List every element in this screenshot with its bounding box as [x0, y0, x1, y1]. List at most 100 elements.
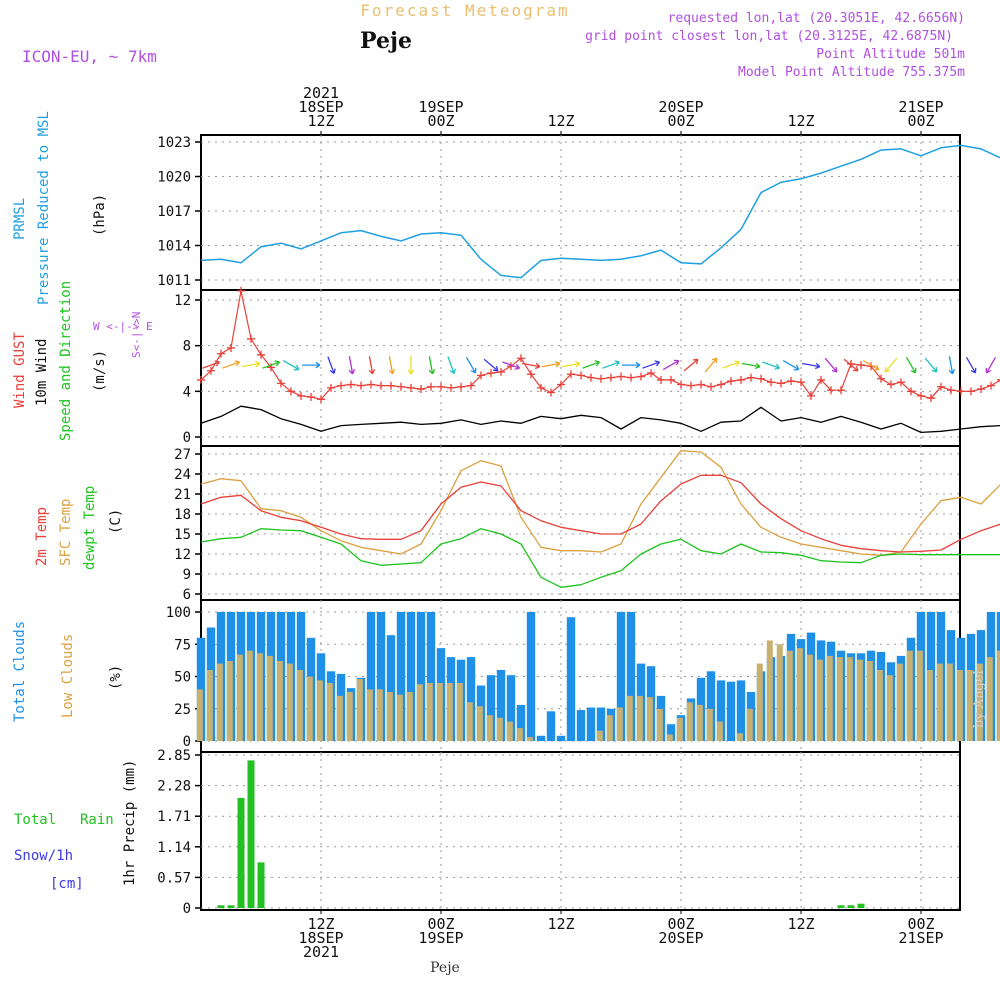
low-cloud-bar	[826, 655, 833, 741]
location-title: Peje	[360, 28, 412, 54]
wind-gust-marker	[907, 387, 915, 396]
panel-frames	[200, 134, 961, 911]
low-cloud-bar	[926, 670, 933, 741]
wind-ytick-label: 8	[183, 339, 191, 355]
time-axis-label: 00Z	[427, 915, 454, 933]
wind-speed-dir-label: Speed and Direction	[58, 281, 74, 441]
total-cloud-bar	[366, 612, 376, 741]
wind-series	[197, 286, 1000, 434]
wind-gust-marker	[757, 374, 765, 383]
low-cloud-bar	[916, 650, 923, 741]
wind-direction-arrow	[884, 357, 898, 373]
total-cloud-bar	[396, 612, 406, 741]
wind-gust-marker	[697, 380, 705, 389]
wind-compass-v: S<-|->N	[130, 312, 143, 358]
clouds-ytick-label: 100	[166, 605, 191, 621]
time-axis-label: 12Z	[787, 915, 814, 933]
wind-direction-arrow	[202, 360, 221, 369]
wind-speed-line	[200, 405, 1000, 434]
low-cloud-bar	[426, 683, 433, 741]
wind-direction-arrow	[924, 357, 938, 373]
rain-ytick-label: 1.14	[157, 840, 191, 856]
temp-sfc-line	[200, 450, 1000, 556]
total-cloud-bar	[576, 710, 586, 741]
time-axis-label: 00Z	[907, 112, 934, 130]
low-cloud-bar	[856, 659, 863, 741]
wind-gust-marker	[537, 383, 545, 392]
pressure-line	[200, 144, 1000, 279]
wind-direction-arrow	[905, 356, 917, 374]
wind-gust-marker	[767, 378, 775, 387]
pressure-panel-labels: PRMSL Pressure Reduced to MSL (hPa)	[12, 111, 108, 305]
total-cloud-bar	[506, 675, 516, 741]
wind-direction-arrow	[502, 361, 521, 370]
pressure-msl-label: Pressure Reduced to MSL	[36, 111, 52, 305]
low-cloud-bar	[516, 728, 523, 741]
wind-direction-arrow	[302, 361, 321, 369]
total-cloud-bar	[666, 724, 676, 741]
low-cloud-bar	[226, 661, 233, 741]
wind-gust-marker	[897, 378, 905, 387]
wind-gust-marker	[967, 387, 975, 396]
total-cloud-bar	[736, 680, 746, 741]
wind-direction-arrow	[704, 357, 718, 373]
clouds-ytick-label: 25	[174, 702, 191, 718]
wind-direction-arrow	[683, 358, 699, 372]
rain-bar	[847, 905, 855, 908]
temp-ytick-label: 18	[174, 507, 191, 523]
low-cloud-bar	[756, 663, 763, 741]
low-cloud-bar	[746, 708, 753, 742]
temp-dewpt-line	[200, 528, 1000, 588]
rain-bar	[857, 903, 865, 908]
low-cloud-bar	[696, 704, 703, 741]
cloud-series	[196, 612, 1000, 742]
wind-gust-marker	[797, 378, 805, 387]
rain-ytick-label: 0.57	[157, 870, 191, 886]
pressure-ytick-label: 1011	[157, 273, 191, 289]
wind-direction-arrow	[948, 356, 956, 375]
wind-gust-marker	[367, 380, 375, 389]
wind-gust-marker	[617, 372, 625, 381]
clouds-ytick-label: 75	[174, 637, 191, 653]
wind-gust-marker	[517, 354, 525, 363]
temp-ytick-label: 27	[174, 447, 191, 463]
wind-direction-arrow	[824, 357, 838, 373]
total-cloud-bar	[466, 657, 476, 741]
temp-2m-line	[200, 474, 1000, 553]
low-cloud-bar	[196, 689, 203, 741]
total-cloud-bar	[496, 670, 506, 741]
wind-gust-marker	[637, 372, 645, 381]
total-cloud-bar	[376, 612, 386, 741]
rain-ytick-label: 2.28	[157, 779, 191, 795]
wind-gust-marker	[437, 382, 445, 391]
model-label: ICON-EU, ~ 7km	[22, 47, 157, 66]
wind-gust-marker	[987, 381, 995, 390]
pressure-unit-label: (hPa)	[92, 194, 108, 236]
pressure-series	[200, 144, 1000, 279]
wind-gust-marker	[997, 379, 1000, 381]
low-cloud-bar	[496, 717, 503, 741]
wind-gust-marker	[277, 379, 285, 388]
time-axis-label: 00Z	[427, 112, 454, 130]
total-cloud-bar	[406, 612, 416, 741]
low-cloud-bar	[236, 654, 243, 741]
wind-direction-arrow	[622, 361, 641, 369]
low-cloud-bar	[206, 670, 213, 741]
wind-gust-marker	[457, 382, 465, 391]
wind-gust-marker	[647, 369, 655, 378]
wind-gust-marker	[307, 393, 315, 402]
low-cloud-bar	[616, 707, 623, 741]
wind-gust-marker	[877, 374, 885, 383]
wind-gust-marker	[347, 380, 355, 389]
low-cloud-bar	[996, 650, 1000, 741]
wind-gust-label: Wind GUST	[12, 332, 28, 408]
wind-gust-marker	[497, 367, 505, 376]
low-clouds-label: Low Clouds	[60, 634, 76, 718]
temp-ytick-label: 15	[174, 527, 191, 543]
temp-dewpt-label: dewpt Temp	[82, 486, 98, 570]
total-cloud-bar	[426, 612, 436, 741]
low-cloud-bar	[666, 734, 673, 741]
low-cloud-bar	[526, 737, 533, 741]
wind-direction-arrow	[602, 360, 621, 369]
